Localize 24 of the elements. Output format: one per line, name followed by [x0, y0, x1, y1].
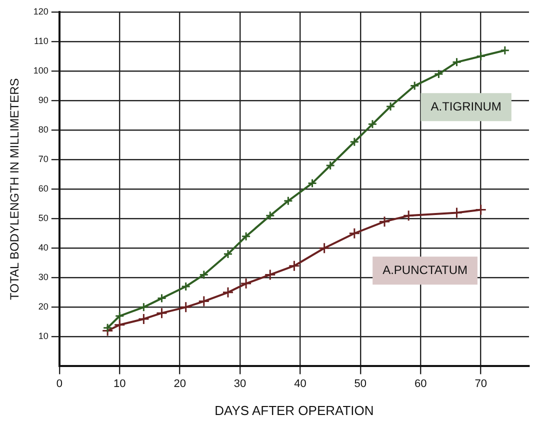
x-tick-label: 0: [56, 378, 62, 390]
y-tick-label: 20: [38, 302, 48, 312]
series-label: A.TIGRINUM: [430, 99, 502, 114]
x-tick-label: 30: [234, 378, 246, 390]
y-axis-title: TOTAL BODYLENGTH IN MILLIMETERS: [8, 78, 22, 300]
x-tick-label: 60: [414, 378, 427, 390]
x-axis-title: DAYS AFTER OPERATION: [214, 402, 374, 418]
y-tick-label: 30: [38, 272, 48, 282]
y-tick-label: 50: [38, 213, 48, 224]
text: A.PUNCTATUM: [382, 262, 468, 277]
y-tick-label: 10: [38, 331, 48, 342]
y-tick-label: 110: [34, 36, 48, 46]
x-tick-label: 50: [354, 378, 367, 390]
y-tick-label: 120: [33, 6, 48, 16]
x-tick-label: 10: [113, 378, 126, 390]
x-tick-label: 40: [294, 378, 306, 390]
y-tick-label: 40: [38, 242, 48, 253]
x-tick-label: 20: [174, 378, 186, 390]
y-tick-label: 100: [33, 66, 48, 76]
x-tick-label: 70: [474, 378, 487, 390]
y-tick-label: 70: [38, 154, 48, 164]
y-tick-label: 60: [38, 184, 48, 194]
y-tick-label: 80: [38, 124, 48, 135]
y-tick-label: 90: [38, 95, 48, 106]
